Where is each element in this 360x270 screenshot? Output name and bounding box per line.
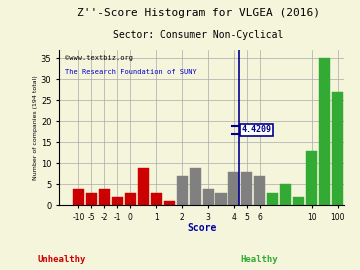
Bar [99, 188, 110, 205]
Bar [190, 168, 201, 205]
Text: Healthy: Healthy [240, 255, 278, 264]
Bar [151, 193, 162, 205]
Bar [125, 193, 136, 205]
Text: ©www.textbiz.org: ©www.textbiz.org [65, 55, 133, 61]
Bar [86, 193, 97, 205]
Bar [203, 188, 213, 205]
Bar [280, 184, 291, 205]
Bar [293, 197, 304, 205]
Text: Sector: Consumer Non-Cyclical: Sector: Consumer Non-Cyclical [113, 30, 283, 40]
Bar [319, 59, 330, 205]
Bar [332, 92, 343, 205]
Bar [177, 176, 188, 205]
Bar [306, 151, 317, 205]
Bar [138, 168, 149, 205]
Bar [242, 172, 252, 205]
Text: 4.4209: 4.4209 [241, 125, 271, 134]
Bar [112, 197, 123, 205]
X-axis label: Score: Score [187, 223, 216, 233]
Bar [267, 193, 278, 205]
Bar [216, 193, 226, 205]
Bar [73, 188, 84, 205]
Text: The Research Foundation of SUNY: The Research Foundation of SUNY [65, 69, 197, 75]
Bar [255, 176, 265, 205]
Text: Z''-Score Histogram for VLGEA (2016): Z''-Score Histogram for VLGEA (2016) [77, 8, 320, 18]
Y-axis label: Number of companies (194 total): Number of companies (194 total) [33, 75, 38, 180]
Bar [164, 201, 175, 205]
Text: Unhealthy: Unhealthy [37, 255, 85, 264]
Bar [229, 172, 239, 205]
